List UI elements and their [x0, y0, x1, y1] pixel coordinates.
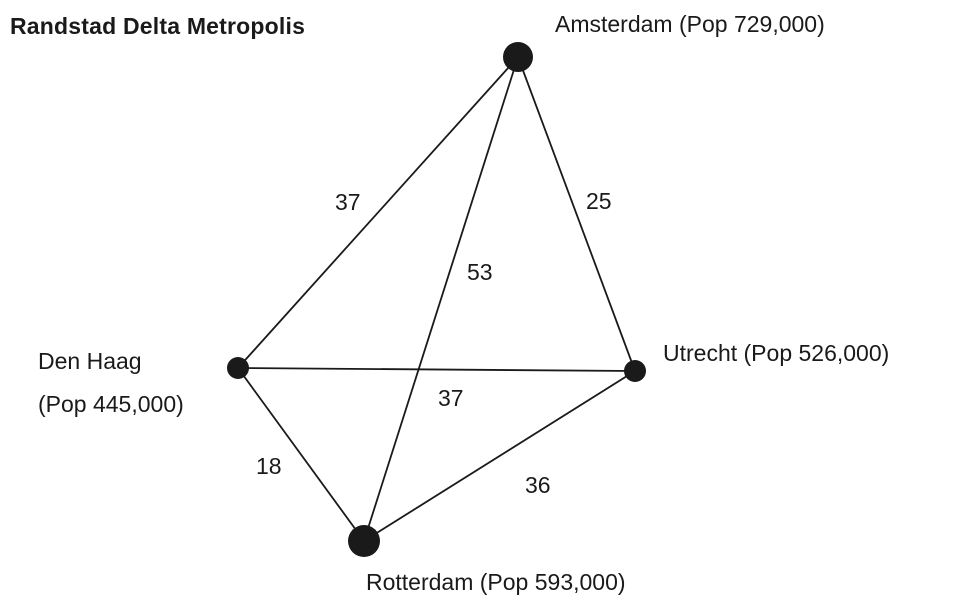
edge-rotterdam-utrecht [363, 370, 636, 542]
node-rotterdam [348, 525, 380, 557]
city-label-utrecht: Utrecht (Pop 526,000) [663, 340, 890, 366]
node-denhaag [227, 357, 249, 379]
city-label-amsterdam: Amsterdam (Pop 729,000) [555, 11, 825, 37]
edge-denhaag-rotterdam [237, 367, 365, 542]
distance-label-denhaag-utrecht: 37 [438, 385, 464, 411]
node-amsterdam [503, 42, 533, 72]
distance-label-denhaag-rotterdam: 18 [256, 453, 282, 479]
edge-denhaag-utrecht [237, 367, 636, 372]
city-label-denhaag-name: Den Haag [38, 348, 142, 374]
distance-label-amsterdam-utrecht: 25 [586, 188, 612, 214]
distance-label-amsterdam-denhaag: 37 [335, 189, 361, 215]
distance-label-rotterdam-utrecht: 36 [525, 472, 551, 498]
edge-amsterdam-rotterdam [363, 56, 519, 542]
edge-amsterdam-denhaag [237, 56, 519, 369]
city-label-rotterdam: Rotterdam (Pop 593,000) [366, 569, 626, 595]
distance-label-amsterdam-rotterdam: 53 [467, 259, 493, 285]
edge-amsterdam-utrecht [517, 56, 636, 372]
diagram-title: Randstad Delta Metropolis [10, 13, 306, 39]
city-label-denhaag-pop: (Pop 445,000) [38, 391, 184, 417]
node-utrecht [624, 360, 646, 382]
